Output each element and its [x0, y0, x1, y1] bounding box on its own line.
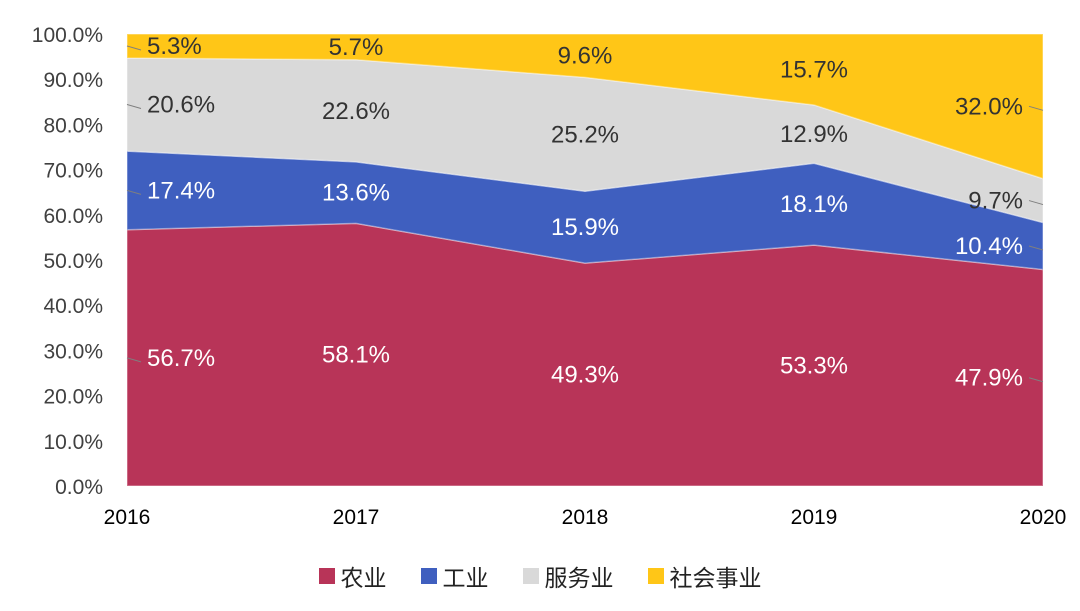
legend-swatch	[318, 568, 335, 584]
data-label: 18.1%	[780, 191, 848, 218]
data-label: 15.7%	[780, 56, 848, 83]
data-label: 15.9%	[551, 214, 619, 241]
legend-label: 农业	[340, 566, 387, 592]
data-label: 22.6%	[322, 98, 390, 125]
x-tick-label: 2016	[104, 506, 151, 529]
x-tick-label: 2018	[562, 506, 609, 529]
y-tick-label: 30.0%	[43, 340, 103, 363]
y-tick-label: 70.0%	[43, 160, 103, 183]
y-tick-label: 100.0%	[32, 24, 103, 47]
data-label: 47.9%	[955, 365, 1023, 392]
y-tick-label: 20.0%	[43, 386, 103, 409]
data-label: 9.7%	[968, 188, 1023, 215]
leader-line	[126, 189, 142, 195]
leader-line	[1028, 245, 1044, 251]
legend: 农业 工业 服务业 社会事业	[0, 556, 1080, 596]
legend-item-industry: 工业	[420, 559, 489, 593]
leader-line	[1028, 105, 1044, 111]
x-tick-label: 2019	[791, 506, 838, 529]
legend-label: 服务业	[544, 566, 614, 592]
area-series-1	[126, 150, 1044, 271]
leader-line	[126, 45, 142, 51]
y-tick-label: 0.0%	[55, 476, 103, 499]
y-tick-label: 90.0%	[43, 69, 103, 92]
legend-label: 社会事业	[669, 566, 762, 592]
data-label: 5.3%	[147, 33, 202, 60]
data-label: 5.7%	[329, 34, 384, 61]
legend-label: 工业	[442, 566, 489, 592]
x-tick-label: 2020	[1020, 506, 1067, 529]
legend-swatch	[647, 568, 664, 584]
data-label: 10.4%	[955, 233, 1023, 260]
area-series-2	[126, 57, 1044, 224]
data-label: 25.2%	[551, 121, 619, 148]
legend-swatch	[420, 568, 437, 584]
data-label: 17.4%	[147, 177, 215, 204]
data-label: 32.0%	[955, 93, 1023, 120]
y-tick-label: 10.0%	[43, 431, 103, 454]
legend-item-social-services: 社会事业	[647, 559, 762, 593]
leader-line	[126, 357, 142, 363]
data-label: 56.7%	[147, 345, 215, 372]
area-series-3	[126, 33, 1044, 180]
y-tick-label: 50.0%	[43, 250, 103, 273]
y-tick-label: 80.0%	[43, 114, 103, 137]
y-tick-label: 40.0%	[43, 295, 103, 318]
data-label: 53.3%	[780, 353, 848, 380]
data-label: 12.9%	[780, 121, 848, 148]
y-tick-label: 60.0%	[43, 205, 103, 228]
data-label: 13.6%	[322, 180, 390, 207]
data-label: 58.1%	[322, 342, 390, 369]
x-tick-label: 2017	[333, 506, 380, 529]
legend-item-agriculture: 农业	[318, 559, 387, 593]
data-label: 9.6%	[558, 43, 613, 70]
leader-line	[126, 104, 142, 109]
area-series-0	[126, 222, 1044, 487]
leader-line	[1028, 377, 1044, 383]
data-label: 49.3%	[551, 362, 619, 389]
legend-item-services: 服务业	[522, 559, 614, 593]
data-label: 20.6%	[147, 92, 215, 119]
leader-line	[1028, 200, 1044, 206]
legend-swatch	[522, 568, 539, 584]
